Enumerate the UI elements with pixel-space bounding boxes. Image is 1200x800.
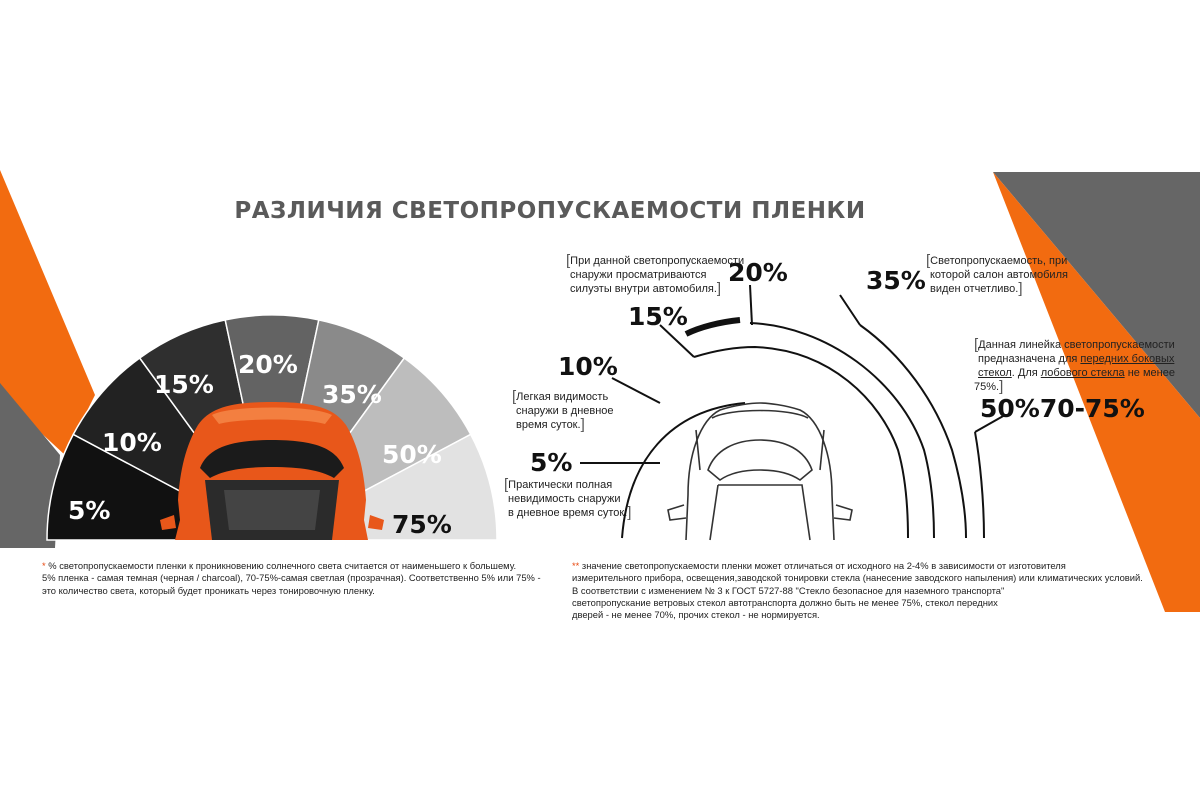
leader-15 [659,324,695,358]
leader-10 [611,377,661,404]
leader-50 [974,414,1006,433]
fan-label-5: 5% [68,496,111,525]
fan-label-75: 75% [392,510,452,539]
note-35: [Светопропускаемость, при которой салон … [926,252,1068,298]
arc-15 [650,343,682,372]
fan-label-50: 50% [382,440,442,469]
car-outline-image [667,402,853,541]
arc-20 [749,322,935,539]
orange-car-image [160,402,384,540]
note-5: [Практически полная невидимость снаружи … [504,476,632,522]
leader-35 [839,294,861,326]
level-20: 20% [728,258,788,287]
level-50-75: 50%70-75% [980,394,1145,423]
fan-label-20: 20% [238,350,298,379]
fan-label-10: 10% [102,428,162,457]
level-15: 15% [628,302,688,331]
arc-50 [974,431,985,539]
fan-label-35: 35% [322,380,382,409]
level-5: 5% [530,448,573,477]
level-10: 10% [558,352,618,381]
arc-inner [693,345,909,539]
arc-15-dark [684,317,741,337]
leader-20 [749,284,753,326]
right-orange-stripe [993,172,1200,612]
left-gray-stripe [0,383,60,548]
left-orange-stripe [0,170,95,455]
note-50: [Данная линейка светопропускаемости пред… [974,336,1175,396]
note-10: [Легкая видимость снаружи в дневное врем… [512,388,614,434]
fan-label-15: 15% [154,370,214,399]
arc-10 [621,402,746,539]
footnote-left: * % светопропускаемости пленки к проникн… [42,560,541,596]
arc-35 [859,324,967,539]
level-35: 35% [866,266,926,295]
footnote-right: ** значение светопропускаемости пленки м… [572,560,1143,621]
arc-diagram [580,284,1006,539]
note-20: [При данной светопропускаемости снаружи … [566,252,745,298]
page-title: РАЗЛИЧИЯ СВЕТОПРОПУСКАЕМОСТИ ПЛЕНКИ [234,198,866,224]
